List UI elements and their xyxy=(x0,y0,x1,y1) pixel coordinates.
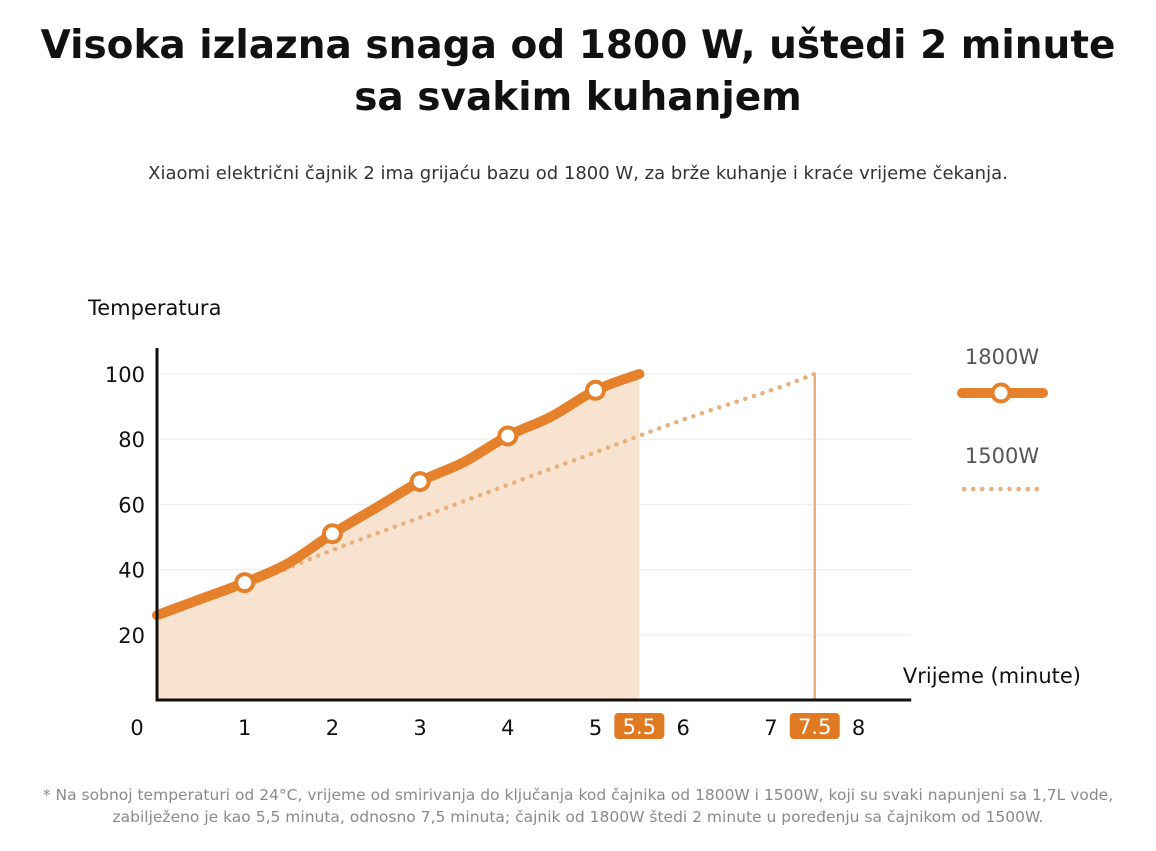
y-tick-label: 20 xyxy=(118,624,145,648)
legend-label-1500w: 1500W xyxy=(965,444,1039,468)
x-axis-label: Vrijeme (minute) xyxy=(903,664,1081,688)
x-tick-label: 6 xyxy=(677,716,690,740)
x-tick-label: 3 xyxy=(413,716,426,740)
data-point-1800w xyxy=(234,572,256,594)
data-point-1800w xyxy=(497,425,519,447)
x-tick-label: 1 xyxy=(238,716,251,740)
highlight-tick-label: 5.5 xyxy=(623,715,656,739)
legend-marker-1800w xyxy=(990,382,1012,404)
data-point-1800w xyxy=(585,379,606,401)
y-tick-label: 40 xyxy=(118,559,145,583)
highlight-tick-label: 7.5 xyxy=(798,715,831,739)
highlight-tick-badge xyxy=(789,713,840,739)
x-tick-label: 4 xyxy=(501,716,514,740)
y-tick-label: 80 xyxy=(118,428,145,452)
y-axis-label: Temperatura xyxy=(87,296,221,320)
x-tick-label: 7 xyxy=(764,716,777,740)
legend-label-1800w: 1800W xyxy=(965,345,1039,369)
footnote: * Na sobnoj temperaturi od 24°C, vrijeme… xyxy=(42,786,1114,826)
data-point-1800w xyxy=(409,471,431,493)
temperature-chart: 20 40 60 80 100 0 1 2 3 4 5 6 7 8 5.5 7.5 Temperatura V… xyxy=(87,296,1081,740)
markers-1800w xyxy=(234,379,606,594)
page-title: Visoka izlazna snaga od 1800 W, uštedi 2… xyxy=(40,23,1116,120)
y-tick-label: 60 xyxy=(118,493,145,517)
x-tick-label: 2 xyxy=(326,716,339,740)
x-tick-label: 0 xyxy=(130,716,143,740)
area-fill-1800w xyxy=(157,374,640,700)
highlight-tick-badge xyxy=(614,713,665,739)
page-subtitle: Xiaomi električni čajnik 2 ima grijaću b… xyxy=(148,163,1008,184)
axes xyxy=(155,348,912,702)
x-tick-label: 5 xyxy=(589,716,602,740)
data-point-1800w xyxy=(321,523,343,545)
y-tick-label: 100 xyxy=(105,363,145,387)
legend: 1800W 1500W xyxy=(957,345,1048,492)
tick-labels: 20 40 60 80 100 0 1 2 3 4 5 6 7 8 5.5 7.5 xyxy=(105,363,865,740)
x-tick-label: 8 xyxy=(852,716,865,740)
